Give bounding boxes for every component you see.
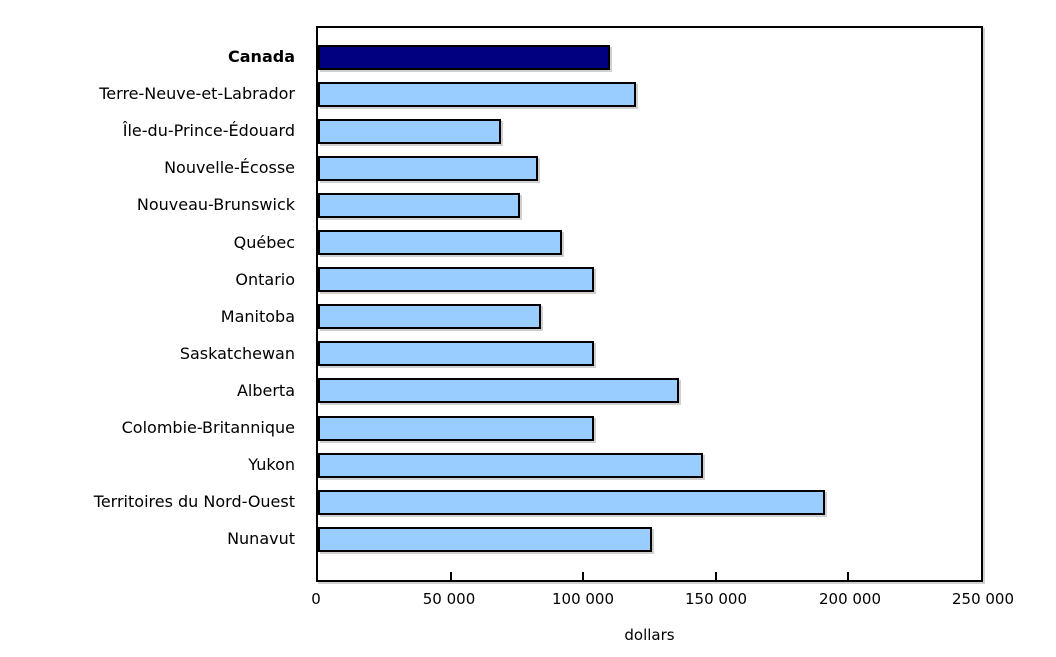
category-label: Territoires du Nord-Ouest	[93, 492, 295, 512]
category-label: Nouvelle-Écosse	[164, 158, 295, 178]
bar-nunavut	[318, 526, 652, 552]
bar-ontario	[318, 267, 594, 293]
category-label: Nouveau-Brunswick	[136, 195, 295, 215]
bar-nouveau-brunswick	[318, 192, 520, 218]
bar-qu-bec	[318, 230, 562, 255]
bar-manitoba	[318, 304, 541, 330]
bar-territoires-du-nord-ouest	[318, 489, 825, 515]
x-axis-tick-label: 100 000	[551, 590, 615, 608]
category-label: Ontario	[235, 269, 295, 289]
bar-yukon	[318, 452, 703, 478]
category-labels: Canada Terre-Neuve-et-Labrador Île-du-Prin…	[0, 26, 306, 582]
x-axis-tick-mark	[847, 572, 849, 580]
category-label: Yukon	[248, 455, 295, 475]
category-label: Québec	[233, 232, 295, 252]
plot-area	[316, 26, 983, 582]
category-label: Alberta	[236, 380, 295, 400]
x-axis-tick-label: 0	[311, 590, 321, 608]
x-axis-tick-label: 150 000	[684, 590, 748, 608]
category-label: Canada	[228, 47, 295, 66]
category-label: Île-du-Prince-Édouard	[122, 121, 295, 141]
x-axis-tick-label: 50 000	[422, 590, 476, 608]
category-label: Saskatchewan	[179, 343, 295, 363]
bar-saskatchewan	[318, 341, 594, 367]
x-axis-tick-label: 250 000	[951, 590, 1015, 608]
x-axis-tick-mark	[582, 572, 584, 580]
bar-canada	[318, 44, 610, 70]
category-label: Nunavut	[227, 529, 295, 549]
x-axis-tick-mark	[450, 572, 452, 580]
bar-colombie-britannique	[318, 415, 594, 441]
category-label: Terre-Neuve-et-Labrador	[99, 84, 295, 104]
category-label: Colombie-Britannique	[121, 418, 295, 437]
bar--le-du-prince-douard	[318, 118, 501, 144]
x-axis-tick-label: 200 000	[818, 590, 882, 608]
category-label: Manitoba	[220, 306, 295, 326]
bar-alberta	[318, 378, 679, 404]
x-axis-tick-mark	[715, 572, 717, 580]
bar-nouvelle-cosse	[318, 155, 538, 181]
x-axis-title: dollars	[624, 626, 675, 644]
bar-terre-neuve-et-labrador	[318, 81, 636, 107]
